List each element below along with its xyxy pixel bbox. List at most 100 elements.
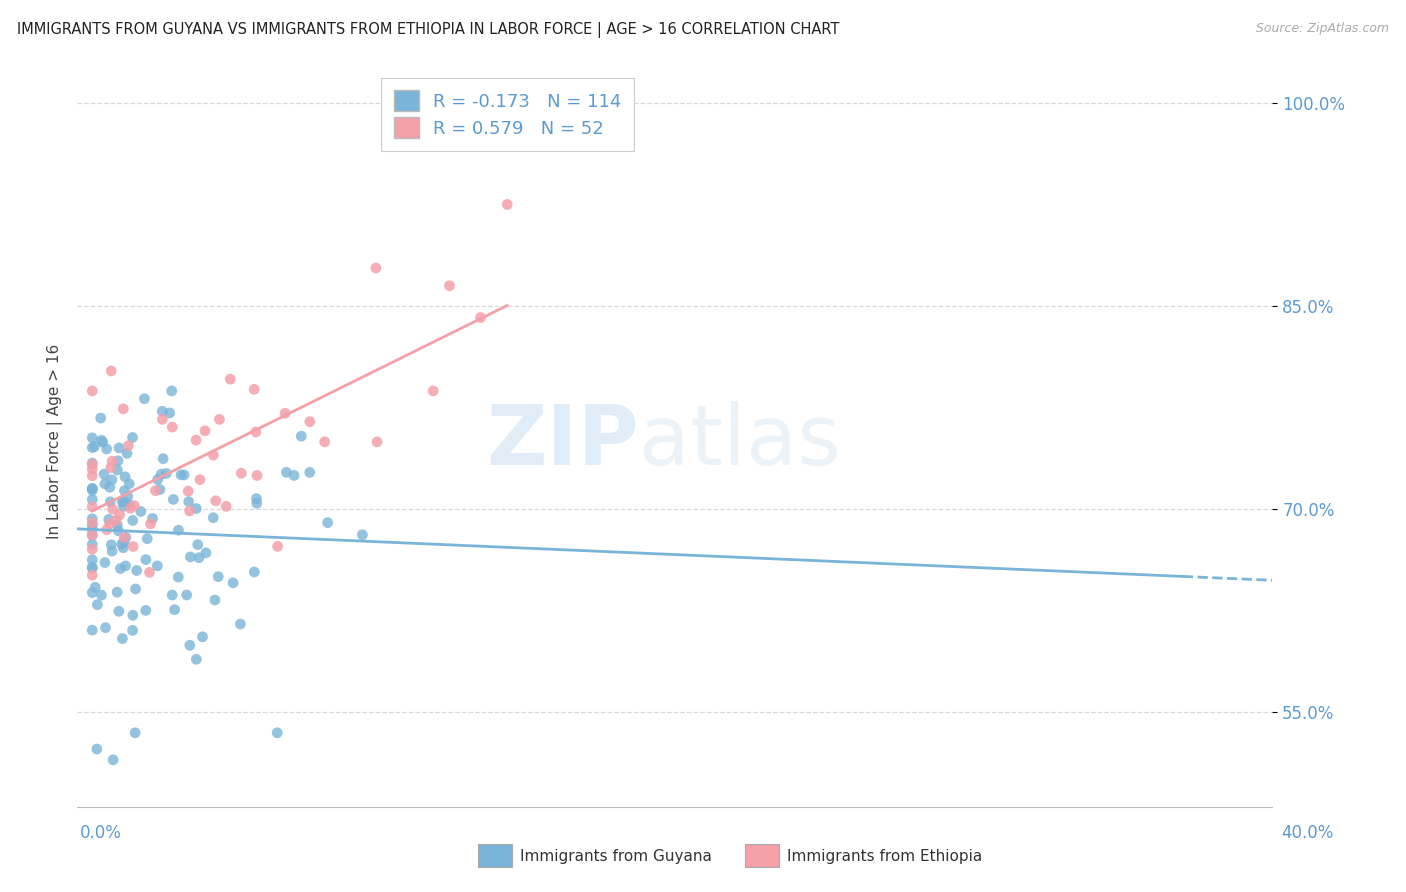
Point — [82, 441, 104, 455]
Point — [122, 540, 145, 554]
Legend: R = -0.173   N = 114, R = 0.579   N = 52: R = -0.173 N = 114, R = 0.579 N = 52 — [381, 78, 634, 151]
Point — [82, 384, 104, 398]
Text: Source: ZipAtlas.com: Source: ZipAtlas.com — [1256, 22, 1389, 36]
Point — [162, 420, 184, 434]
Point — [82, 553, 104, 567]
Point — [101, 473, 124, 487]
Point — [84, 580, 107, 594]
Point — [219, 372, 242, 386]
Point — [194, 546, 217, 560]
Point — [82, 482, 104, 496]
Text: atlas: atlas — [640, 401, 841, 482]
Point — [98, 480, 121, 494]
Point — [82, 623, 104, 637]
Point — [177, 484, 200, 499]
Point — [173, 467, 195, 482]
Point — [121, 430, 143, 444]
Point — [100, 364, 122, 378]
Point — [82, 528, 104, 542]
Point — [117, 490, 139, 504]
Point — [120, 501, 142, 516]
Point — [82, 560, 104, 574]
Point — [94, 476, 117, 491]
Point — [101, 753, 124, 767]
Point — [145, 483, 167, 498]
Point — [114, 483, 136, 498]
Point — [179, 638, 201, 652]
Point — [105, 513, 128, 527]
Point — [470, 310, 492, 325]
Point — [82, 523, 104, 537]
Point — [246, 468, 269, 483]
Point — [82, 585, 104, 599]
Point — [152, 412, 174, 426]
Point — [179, 504, 201, 518]
Point — [155, 467, 177, 481]
Point — [134, 392, 156, 406]
Point — [82, 458, 104, 472]
Point — [105, 463, 128, 477]
Point — [136, 532, 159, 546]
Point — [159, 406, 181, 420]
Point — [82, 500, 104, 514]
Point — [141, 511, 163, 525]
Point — [314, 434, 336, 449]
Point — [90, 588, 112, 602]
Point — [135, 603, 157, 617]
Point — [202, 510, 225, 524]
Point — [184, 433, 207, 447]
Point — [112, 535, 135, 549]
Point — [96, 442, 118, 456]
Point — [114, 531, 136, 545]
Text: ZIP: ZIP — [486, 401, 640, 482]
Point — [243, 382, 266, 396]
Point — [316, 516, 339, 530]
Point — [188, 473, 211, 487]
Point — [187, 538, 209, 552]
Point — [160, 384, 183, 398]
Point — [101, 502, 124, 516]
Text: IMMIGRANTS FROM GUYANA VS IMMIGRANTS FROM ETHIOPIA IN LABOR FORCE | AGE > 16 COR: IMMIGRANTS FROM GUYANA VS IMMIGRANTS FRO… — [17, 22, 839, 38]
Point — [163, 603, 186, 617]
Point — [82, 568, 104, 582]
Point — [129, 504, 152, 518]
Point — [202, 448, 225, 462]
Point — [108, 604, 131, 618]
Point — [496, 197, 519, 211]
Point — [82, 542, 104, 557]
Point — [112, 531, 135, 545]
Y-axis label: In Labor Force | Age > 16: In Labor Force | Age > 16 — [48, 344, 63, 539]
Point — [188, 550, 211, 565]
Point — [204, 593, 226, 607]
Point — [298, 466, 321, 480]
Point — [82, 431, 104, 445]
Point — [229, 617, 252, 632]
Point — [108, 441, 131, 455]
Point — [114, 469, 136, 483]
Point — [94, 621, 117, 635]
Point — [266, 540, 288, 554]
Point — [97, 512, 120, 526]
Point — [167, 523, 190, 537]
Point — [364, 260, 387, 275]
Point — [100, 460, 122, 475]
Point — [112, 541, 135, 555]
Point — [124, 725, 146, 739]
Point — [82, 537, 104, 551]
Point — [118, 476, 141, 491]
Point — [98, 495, 121, 509]
Point — [98, 516, 121, 531]
Point — [114, 558, 136, 573]
Point — [110, 561, 132, 575]
Point — [186, 501, 208, 516]
Text: Immigrants from Guyana: Immigrants from Guyana — [520, 849, 711, 863]
Point — [93, 467, 115, 482]
Point — [150, 467, 173, 482]
Point — [112, 401, 135, 416]
Point — [352, 528, 374, 542]
Point — [243, 565, 266, 579]
Point — [204, 493, 226, 508]
Point — [179, 549, 201, 564]
Point — [160, 588, 183, 602]
Point — [82, 518, 104, 533]
